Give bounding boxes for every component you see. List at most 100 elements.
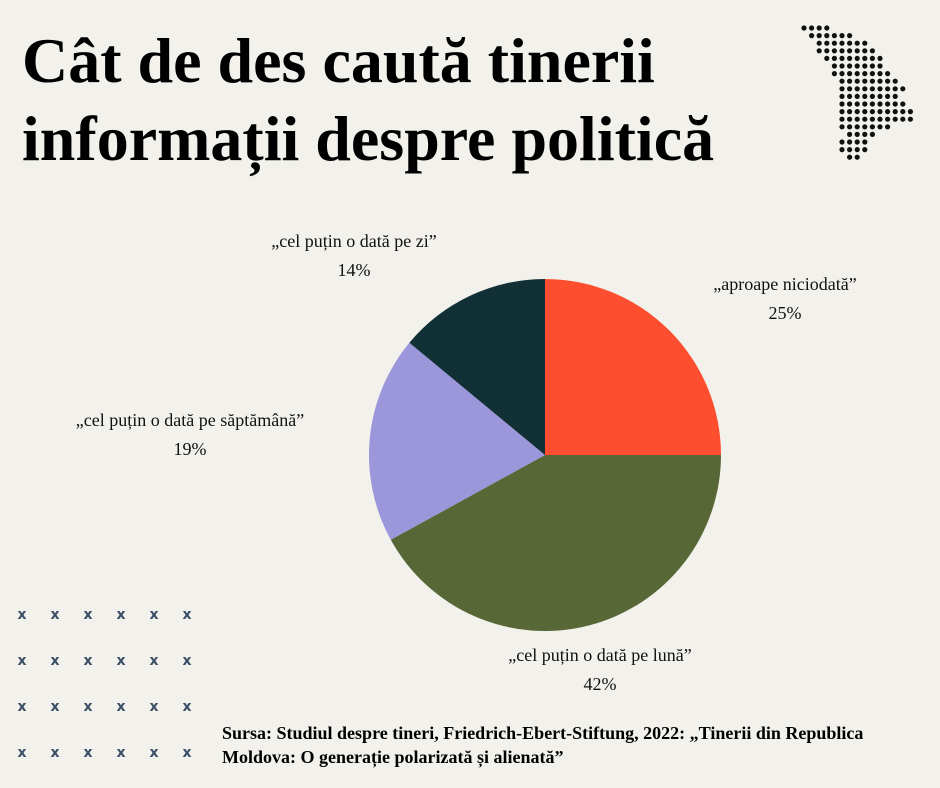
map-dot — [839, 101, 845, 107]
map-dot — [847, 63, 853, 69]
x-mark-icon: x — [17, 699, 26, 715]
map-dot — [847, 139, 853, 145]
map-dot — [839, 116, 845, 122]
slice-category-o-data-pe-saptamana: „cel puțin o dată pe săptămână” — [75, 410, 305, 430]
map-dot — [824, 33, 830, 39]
map-dot — [885, 109, 891, 115]
slice-label-aproape-niciodata: „aproape niciodată” 25% — [685, 270, 885, 328]
map-dot — [847, 154, 853, 160]
chart-title: Cât de des caută tinerii informații desp… — [22, 25, 715, 174]
map-dot — [847, 55, 853, 62]
map-dot — [839, 109, 845, 115]
map-dot — [862, 109, 868, 115]
map-dot — [885, 93, 891, 99]
x-mark-icon: x — [17, 745, 26, 760]
map-dot — [839, 78, 845, 84]
map-dot — [892, 109, 898, 115]
map-dot — [847, 71, 853, 77]
x-mark-icon: x — [83, 607, 92, 623]
map-dot — [862, 139, 868, 145]
x-mark-icon: x — [17, 607, 26, 623]
map-dot — [839, 86, 845, 92]
pie-slice-o-data-pe-luna — [390, 455, 721, 632]
map-dot — [877, 78, 883, 84]
map-dot — [862, 78, 868, 84]
map-dot — [854, 116, 860, 122]
map-dot — [839, 147, 845, 153]
map-dot — [824, 55, 830, 62]
map-dot — [869, 63, 875, 69]
map-dot — [907, 109, 913, 115]
map-dot — [831, 71, 837, 77]
map-dot — [862, 101, 868, 107]
map-dot — [831, 55, 837, 62]
map-dot — [854, 40, 860, 46]
map-dot — [839, 48, 845, 54]
map-dot — [847, 86, 853, 92]
map-dot — [847, 33, 853, 39]
x-mark-icon: x — [149, 607, 158, 623]
x-mark-icon: x — [50, 745, 59, 760]
map-dot — [869, 71, 875, 77]
map-dot — [885, 78, 891, 84]
map-dot — [831, 40, 837, 46]
x-mark-icon: x — [116, 607, 125, 623]
map-dot — [839, 55, 845, 62]
map-dot — [854, 71, 860, 77]
map-dot — [869, 116, 875, 122]
slice-value-o-data-pe-saptamana: 19% — [173, 439, 207, 459]
map-dot — [869, 48, 875, 54]
map-dot — [831, 48, 837, 54]
slice-value-o-data-pe-zi: 14% — [337, 260, 371, 280]
map-dot — [847, 40, 853, 46]
map-dot — [877, 101, 883, 107]
source-note: Sursa: Studiul despre tineri, Friedrich-… — [222, 723, 864, 767]
map-dot — [877, 93, 883, 99]
map-dot — [839, 124, 845, 130]
map-dot — [862, 63, 868, 69]
map-dot — [816, 25, 822, 31]
map-dot — [839, 40, 845, 46]
map-dot — [839, 139, 845, 145]
map-dot — [854, 109, 860, 115]
map-dot — [892, 116, 898, 122]
map-dot — [900, 109, 906, 115]
map-dot — [847, 109, 853, 115]
map-dot — [892, 86, 898, 92]
x-mark-icon: x — [83, 699, 92, 715]
pie-slice-o-data-pe-zi — [409, 279, 545, 455]
map-dot — [847, 116, 853, 122]
map-dot — [877, 109, 883, 115]
map-dot — [862, 71, 868, 77]
x-mark-icon: x — [182, 607, 191, 623]
decorative-x-pattern: x x x x x x x x x x x x x x x x x x x x x x x x — [17, 607, 191, 760]
map-dot — [862, 55, 868, 62]
map-dot — [900, 86, 906, 92]
map-dot — [831, 33, 837, 39]
x-mark-icon: x — [149, 699, 158, 715]
x-mark-icon: x — [50, 699, 59, 715]
map-dot — [847, 147, 853, 153]
map-dot — [862, 147, 868, 153]
slice-category-o-data-pe-zi: „cel puțin o dată pe zi” — [271, 231, 437, 251]
map-dot — [877, 63, 883, 69]
map-dot — [877, 55, 883, 62]
map-dot — [877, 116, 883, 122]
map-dot — [869, 86, 875, 92]
map-dot — [885, 116, 891, 122]
map-dot — [847, 78, 853, 84]
pie-slice-aproape-niciodata — [545, 279, 721, 455]
map-dot — [809, 33, 815, 39]
map-dot — [862, 116, 868, 122]
map-dot — [816, 48, 822, 54]
slice-value-aproape-niciodata: 25% — [768, 303, 802, 323]
x-mark-icon: x — [116, 653, 125, 669]
x-mark-icon: x — [17, 653, 26, 669]
map-dot — [854, 63, 860, 69]
map-dot — [854, 124, 860, 130]
map-dot — [847, 48, 853, 54]
map-dot — [854, 147, 860, 153]
map-dot — [854, 48, 860, 54]
map-dot — [885, 101, 891, 107]
map-dot — [862, 48, 868, 54]
